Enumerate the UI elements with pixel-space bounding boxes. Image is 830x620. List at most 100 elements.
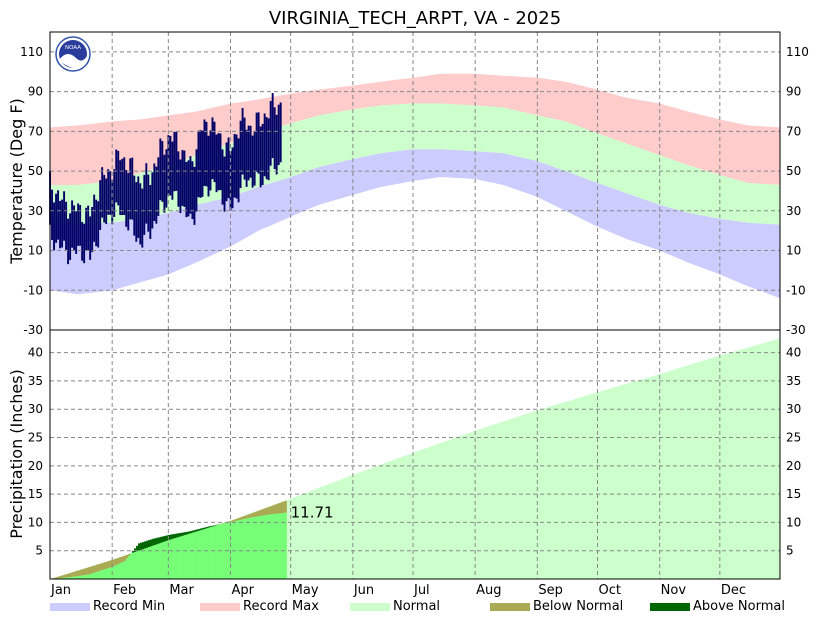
observed-day-bar [91,207,94,253]
legend-swatch [50,603,90,611]
precip-day-bar [119,562,123,579]
observed-day-bar [147,174,150,232]
precip-day-bar [128,555,131,579]
month-label: Apr [231,583,254,598]
below-normal-segment [270,505,273,515]
precip-tick-left: 15 [28,487,43,501]
observed-day-bar [163,154,166,213]
below-normal-segment [262,508,265,516]
observed-day-bar [73,205,76,251]
above-normal-segment [184,532,187,535]
precip-day-bar [258,516,261,579]
precip-day-bar [192,532,195,579]
precip-day-bar [150,546,153,579]
temp-tick-right: -10 [786,283,806,297]
temp-tick-left: 110 [20,45,43,59]
temp-tick-left: -10 [23,283,43,297]
precip-day-bar [105,568,109,579]
below-normal-segment [75,570,79,577]
precipitation-frame [49,329,781,580]
above-normal-segment [204,527,207,529]
observed-day-bar [145,163,148,224]
below-normal-segment [85,567,89,575]
below-normal-segment [87,567,91,575]
observed-day-bar [71,200,74,248]
observed-temperature-bars [49,93,282,265]
observed-day-bar [159,138,162,201]
observed-day-bar [103,174,106,223]
precip-day-bar [152,545,155,579]
precipitation-panel [50,338,780,579]
precip-day-bar [140,549,143,579]
precip-day-bar [246,518,249,579]
observed-day-bar [249,125,252,178]
temp-tick-right: 90 [786,85,801,99]
above-normal-segment [198,528,201,531]
precip-day-bar [236,520,239,579]
legend-swatch [350,603,390,611]
above-normal-segment [196,529,199,532]
below-normal-segment [258,510,261,517]
below-normal-segment [113,559,117,566]
legend: Record Min Record Max Normal Below Normal Ab… [50,599,785,614]
above-normal-segment [190,530,193,534]
precip-tick-left: 10 [28,515,43,529]
precip-day-bar [158,543,161,579]
precip-day-bar [232,521,235,579]
precip-day-bar [81,575,85,579]
precip-day-bar [208,527,211,579]
observed-day-bar [61,199,64,248]
temp-tick-left: 30 [28,204,43,218]
observed-day-bar [279,102,282,163]
precip-day-bar [132,552,135,579]
observed-day-bar [67,218,70,265]
precipitation-ticks: 40 40 35 35 30 30 25 25 20 20 15 15 10 10 5 5 [28,346,802,558]
observed-day-bar [239,120,242,189]
precip-tick-right: 20 [786,459,801,473]
observed-day-bar [121,158,124,216]
above-normal-segment [174,533,177,539]
precip-tick-right: 30 [786,402,801,416]
chart-title: VIRGINIA_TECH_ARPT, VA - 2025 [269,8,561,29]
below-normal-segment [57,576,61,579]
precip-tick-right: 15 [786,487,801,501]
below-normal-segment [115,558,119,565]
precip-tick-right: 40 [786,346,801,360]
temp-tick-right: 50 [786,164,801,178]
observed-day-bar [257,112,260,174]
temp-tick-right: 10 [786,244,801,258]
below-normal-segment [67,573,71,578]
below-normal-segment [59,575,63,579]
observed-day-bar [179,159,182,214]
precip-day-bar [206,528,209,579]
above-normal-segment [162,536,165,543]
gridlines [50,32,780,579]
observed-day-bar [157,157,160,216]
observed-day-bar [75,211,78,254]
observed-day-bar [115,149,118,203]
above-normal-segment [214,525,217,526]
observed-day-bar [137,176,140,238]
precip-tick-right: 10 [786,515,801,529]
temp-tick-right: 70 [786,124,801,138]
precip-day-bar [250,517,253,579]
precip-day-bar [216,525,219,579]
precip-day-bar [148,547,151,579]
precip-day-bar [198,530,201,579]
observed-day-bar [101,167,104,218]
observed-day-bar [213,121,216,183]
observed-day-bar [201,130,204,197]
above-normal-segment [142,542,145,550]
precip-day-bar [115,564,119,579]
below-normal-segment [97,564,101,572]
legend-swatch [650,603,690,611]
precip-day-bar [180,536,183,579]
month-label: Oct [599,583,621,598]
observed-day-bar [207,135,210,197]
month-label: Sep [538,583,563,598]
observed-day-bar [117,150,120,206]
observed-day-bar [105,178,108,225]
observed-day-bar [69,213,72,260]
precip-day-bar [117,563,121,579]
legend-label: Above Normal [693,599,785,614]
